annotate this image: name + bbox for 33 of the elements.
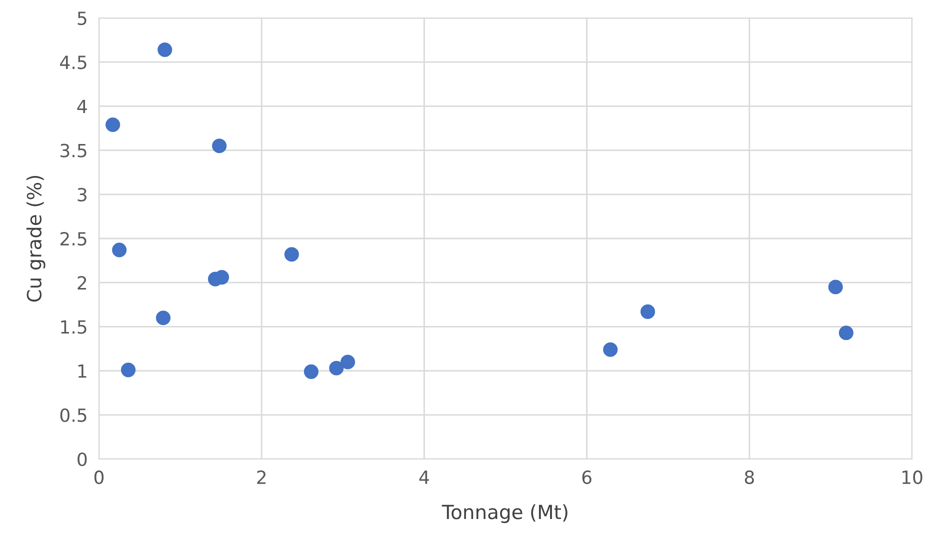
- y-tick-label: 3.5: [60, 144, 86, 158]
- point: [340, 354, 356, 370]
- point: [838, 326, 854, 340]
- y-tick-label: 0: [78, 452, 87, 466]
- point: [156, 310, 171, 326]
- point: [284, 247, 299, 262]
- point: [158, 42, 172, 58]
- point: [603, 342, 618, 357]
- y-axis-title: Cu grade (%): [26, 176, 46, 302]
- y-tick-label: 1.5: [61, 320, 86, 334]
- x-axis-title: Tonnage (Mt): [442, 504, 568, 524]
- point: [640, 304, 656, 319]
- y-tick-label: 5: [78, 12, 86, 26]
- point: [120, 362, 136, 378]
- x-tick-label: 0: [94, 470, 104, 484]
- y-tick-label: 0.5: [60, 408, 86, 422]
- y-tick-label: 4.5: [60, 56, 86, 70]
- x-tick-label: 8: [744, 470, 754, 484]
- y-tick-label: 2: [78, 276, 86, 290]
- point: [212, 138, 227, 154]
- x-tick-label: 2: [257, 470, 266, 484]
- y-tick-label: 4: [77, 100, 87, 114]
- point: [304, 364, 318, 379]
- x-tick-label: 4: [419, 470, 429, 484]
- y-tick-label: 3: [78, 188, 86, 202]
- x-tick-label: 10: [902, 470, 922, 484]
- y-tick-label: 2.5: [60, 232, 86, 246]
- point: [329, 360, 344, 376]
- point: [112, 242, 127, 258]
- y-tick-label: 1: [78, 364, 86, 378]
- point: [828, 280, 843, 294]
- x-tick-label: 6: [582, 470, 592, 484]
- point: [106, 117, 120, 132]
